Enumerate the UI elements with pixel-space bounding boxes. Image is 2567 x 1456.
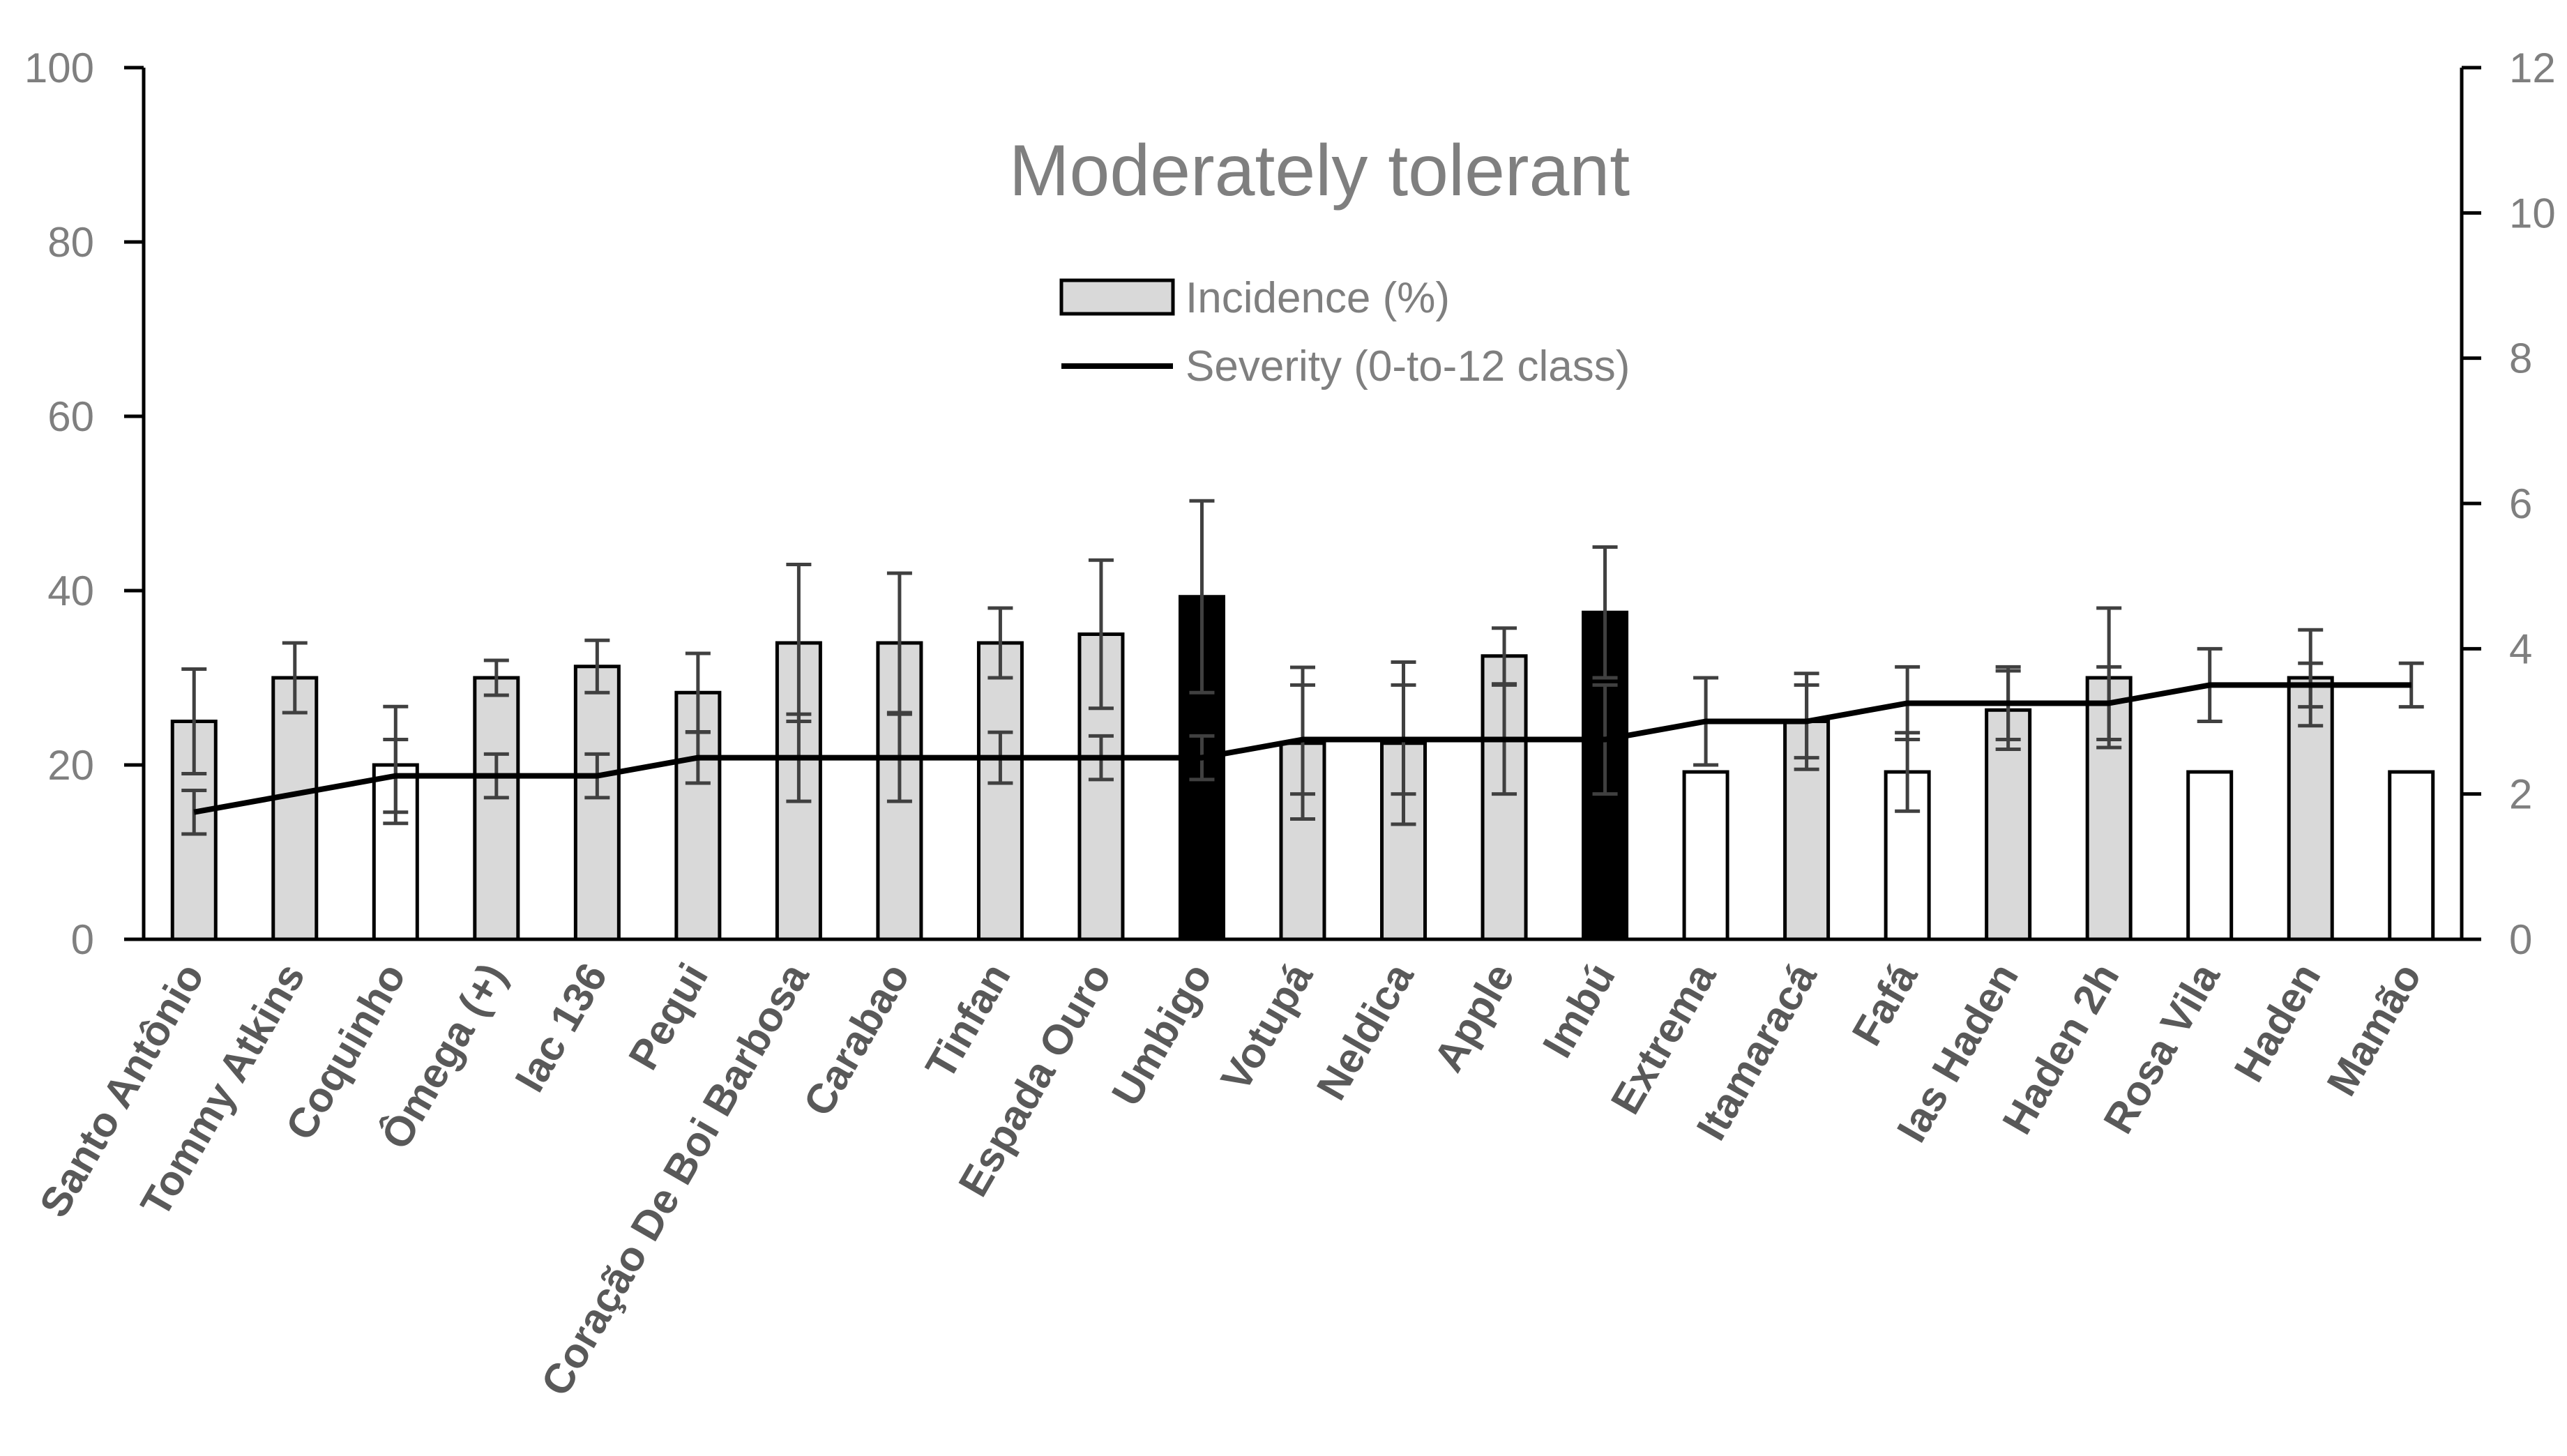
category-label: Iac 136 (506, 955, 616, 1100)
right-axis-ticks: 0 2 4 6 8 10 12 (2462, 45, 2556, 963)
incidence-bar (473, 676, 520, 941)
left-tick-label: 40 (47, 568, 94, 614)
incidence-bar (2186, 770, 2234, 941)
legend-label-severity: Severity (0-to-12 class) (1186, 342, 1630, 390)
severity-series (181, 646, 2424, 836)
bars (170, 595, 2435, 941)
chart-title: Moderately tolerant (1009, 130, 1630, 211)
category-label: Imbú (1534, 955, 1624, 1066)
category-label: Umbigo (1103, 955, 1221, 1114)
category-label: Apple (1425, 955, 1523, 1079)
legend: Incidence (%) Severity (0-to-12 class) (1059, 274, 1630, 390)
category-label: Votupá (1212, 955, 1322, 1098)
right-tick-label: 8 (2509, 335, 2532, 382)
right-tick-label: 4 (2509, 625, 2532, 672)
right-tick-label: 12 (2509, 45, 2556, 91)
incidence-bar (674, 690, 722, 941)
legend-swatch-incidence (1059, 278, 1175, 316)
left-tick-label: 60 (47, 393, 94, 440)
right-tick-label: 0 (2509, 916, 2532, 963)
left-axis-ticks: 0 20 40 60 80 100 (24, 45, 144, 963)
incidence-bar (573, 665, 621, 941)
left-tick-label: 0 (71, 916, 94, 963)
left-tick-label: 80 (47, 219, 94, 266)
incidence-bar (976, 641, 1024, 941)
severity-line (193, 682, 2411, 815)
category-label: Fafá (1843, 955, 1927, 1053)
left-tick-label: 20 (47, 742, 94, 789)
category-label: Tinfan (916, 955, 1019, 1086)
category-label: Neldica (1308, 955, 1423, 1107)
right-tick-label: 10 (2509, 190, 2556, 236)
right-tick-label: 2 (2509, 771, 2532, 818)
category-label: Mamão (2318, 955, 2430, 1104)
incidence-bar (271, 676, 319, 941)
incidence-bar (1682, 770, 1729, 941)
incidence-bar (2388, 770, 2435, 941)
right-tick-label: 6 (2509, 480, 2532, 527)
left-tick-label: 100 (24, 45, 94, 91)
legend-label-incidence: Incidence (%) (1186, 274, 1450, 322)
category-label: Haden (2225, 955, 2330, 1089)
category-label: Pequi (619, 955, 717, 1077)
